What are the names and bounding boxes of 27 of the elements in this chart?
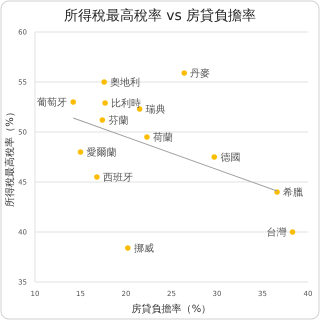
annotation: 芬蘭: [108, 114, 128, 126]
point: [70, 99, 76, 105]
point: [102, 100, 108, 106]
annotation: 葡萄牙: [37, 96, 68, 108]
annotation: 丹麥: [190, 68, 210, 80]
annotation: 西班牙: [102, 172, 133, 184]
annotation: 瑞典: [146, 104, 166, 116]
point: [290, 229, 296, 235]
point: [181, 70, 188, 76]
point: [125, 245, 131, 251]
annotation: 台灣: [266, 226, 287, 238]
annotation: 比利時: [111, 98, 142, 110]
annotation: 挪威: [134, 242, 154, 254]
point: [211, 154, 218, 160]
x-axis-title: 房貸負擔率（%）: [132, 303, 212, 315]
annotation: 德國: [220, 152, 240, 164]
point: [101, 79, 107, 85]
annotation: 荷蘭: [152, 132, 173, 144]
chart-title: 所得稅最高稅率 vs 房貸負擔率: [64, 8, 256, 24]
point: [100, 117, 106, 123]
annotation: 希臘: [283, 186, 304, 198]
y-axis-title: 所得稅最高稅率（%）: [4, 107, 16, 207]
point: [94, 174, 100, 180]
annotation: 愛爾蘭: [86, 146, 116, 158]
point: [144, 134, 150, 140]
point: [78, 149, 84, 155]
annotation: 奧地利: [110, 76, 140, 88]
